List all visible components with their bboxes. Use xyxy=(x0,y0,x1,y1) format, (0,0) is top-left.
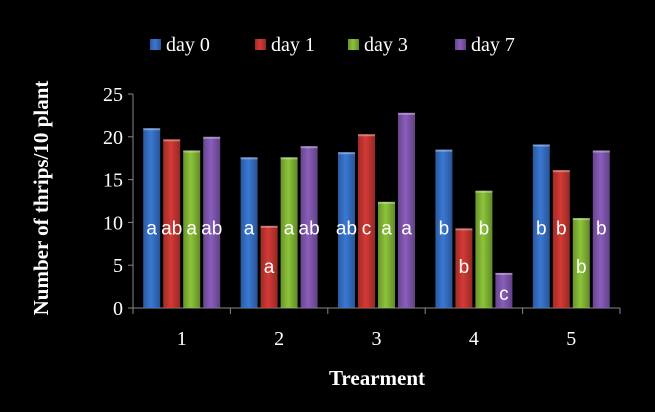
bar-highlight xyxy=(338,152,355,155)
bar-highlight xyxy=(592,150,610,153)
bar-highlight xyxy=(435,149,453,152)
bar-highlight xyxy=(358,134,375,137)
bar-highlight xyxy=(455,228,473,231)
significance-label: b xyxy=(576,257,587,278)
significance-label: a xyxy=(146,218,157,239)
bar-day-1-treatment-1 xyxy=(163,139,181,308)
significance-label: ab xyxy=(299,218,320,239)
bar-highlight xyxy=(532,144,550,147)
y-tick-label: 10 xyxy=(103,212,123,234)
significance-label: ab xyxy=(201,218,222,239)
y-tick-label: 15 xyxy=(103,170,123,192)
significance-label: a xyxy=(284,218,295,239)
y-tick-label: 5 xyxy=(113,255,123,277)
significance-label: c xyxy=(362,218,372,239)
legend-label-day-1: day 1 xyxy=(271,34,315,56)
x-tick-label: 4 xyxy=(469,328,479,350)
bar-day-7-treatment-2 xyxy=(300,146,318,308)
bar-day-3-treatment-5 xyxy=(572,218,590,308)
y-tick-label: 25 xyxy=(103,84,123,106)
significance-label: b xyxy=(596,218,607,239)
significance-label: a xyxy=(186,218,197,239)
bar-day-1-treatment-4 xyxy=(455,228,473,308)
bar-highlight xyxy=(280,157,298,160)
bar-highlight xyxy=(475,190,493,193)
bar-highlight xyxy=(143,128,161,131)
bar-highlight xyxy=(300,146,318,149)
bar-day-0-treatment-4 xyxy=(435,149,453,308)
significance-label: b xyxy=(479,218,490,239)
significance-label: b xyxy=(459,257,470,278)
bar-day-0-treatment-2 xyxy=(240,157,258,308)
bars xyxy=(143,112,610,308)
bar-day-3-treatment-4 xyxy=(475,190,493,308)
y-tick-label: 20 xyxy=(103,127,123,149)
bar-day-1-treatment-2 xyxy=(260,225,278,308)
x-tick-label: 2 xyxy=(274,328,284,350)
bar-day-1-treatment-3 xyxy=(358,134,375,308)
y-axis-title: Number of thrips/10 plant xyxy=(29,81,53,316)
bar-highlight xyxy=(378,201,395,204)
legend-label-day-3: day 3 xyxy=(364,34,408,56)
significance-label: c xyxy=(499,284,509,305)
significance-label: b xyxy=(439,218,450,239)
bar-day-3-treatment-2 xyxy=(280,157,298,308)
bar-day-1-treatment-5 xyxy=(552,170,570,308)
x-tick-label: 1 xyxy=(177,328,187,350)
significance-label: b xyxy=(556,218,567,239)
bar-highlight xyxy=(495,272,513,275)
y-tick-label: 0 xyxy=(113,298,123,320)
bar-day-7-treatment-3 xyxy=(398,112,415,308)
bar-day-3-treatment-1 xyxy=(183,150,201,308)
significance-label: a xyxy=(244,218,255,239)
bar-highlight xyxy=(398,112,415,115)
significance-label: b xyxy=(536,218,547,239)
bar-highlight xyxy=(163,139,181,142)
x-tick-label: 5 xyxy=(566,328,576,350)
legend-swatch-day-1 xyxy=(255,39,266,50)
legend-swatch-day-7 xyxy=(455,39,466,50)
bar-day-0-treatment-1 xyxy=(143,128,161,308)
significance-label: a xyxy=(401,218,412,239)
bar-highlight xyxy=(260,225,278,228)
significance-label: ab xyxy=(161,218,182,239)
bar-day-3-treatment-3 xyxy=(378,201,395,308)
x-axis-title: Trearment xyxy=(329,366,425,390)
bar-day-0-treatment-3 xyxy=(338,152,355,308)
legend-swatch-day-3 xyxy=(348,39,359,50)
bar-highlight xyxy=(183,150,201,153)
bar-day-0-treatment-5 xyxy=(532,144,550,308)
bar-highlight xyxy=(552,170,570,173)
bar-day-7-treatment-5 xyxy=(592,150,610,308)
legend-swatch-day-0 xyxy=(150,39,161,50)
legend-label-day-7: day 7 xyxy=(471,34,515,56)
bar-highlight xyxy=(240,157,258,160)
x-tick-label: 3 xyxy=(372,328,382,350)
bar-highlight xyxy=(203,136,221,139)
legend: day 0 day 1 day 3 day 7 xyxy=(150,34,515,56)
bar-day-7-treatment-1 xyxy=(203,136,221,308)
legend-label-day-0: day 0 xyxy=(166,34,210,56)
bar-highlight xyxy=(572,218,590,221)
significance-label: a xyxy=(381,218,392,239)
bar-day-7-treatment-4 xyxy=(495,272,513,308)
significance-label: ab xyxy=(336,218,357,239)
significance-label: a xyxy=(264,257,275,278)
